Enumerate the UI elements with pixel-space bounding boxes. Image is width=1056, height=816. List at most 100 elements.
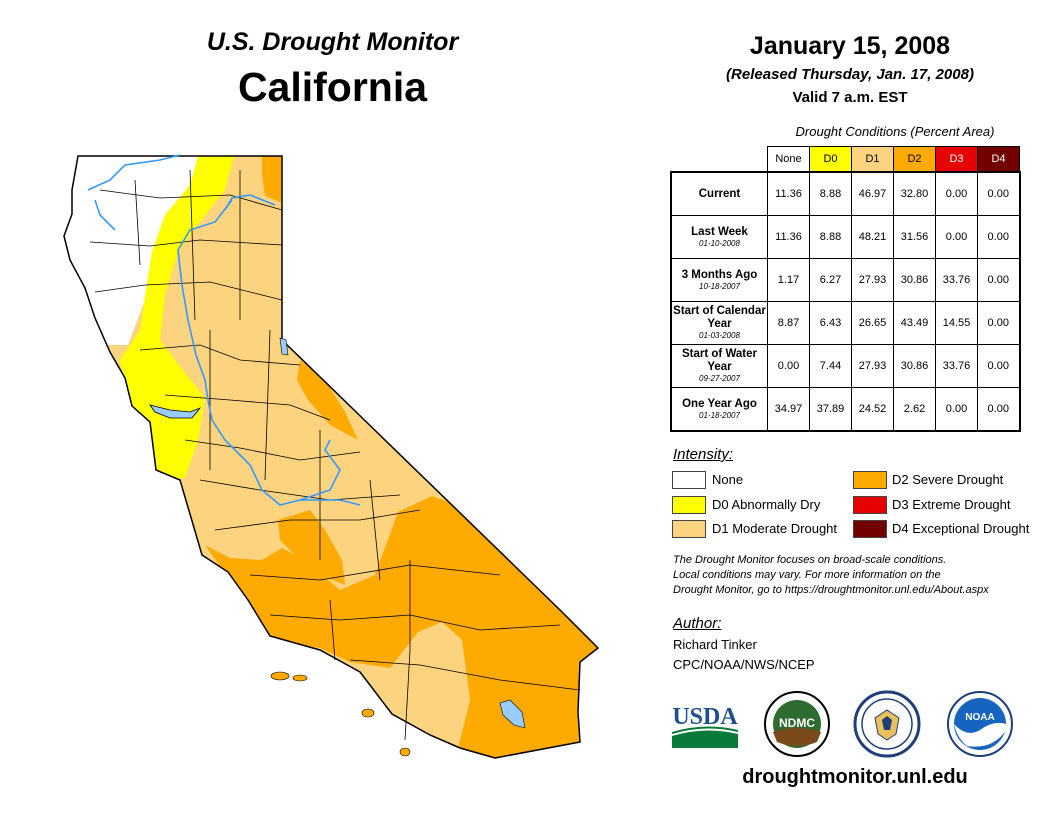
note-line: Drought Monitor, go to https://droughtmo… xyxy=(673,584,989,596)
row-date: 01-10-2008 xyxy=(699,238,740,248)
author-organization: CPC/NOAA/NWS/NCEP xyxy=(673,657,815,672)
col-header-none: None xyxy=(767,146,810,173)
legend-swatch-d0 xyxy=(672,496,706,514)
cell-none: 1.17 xyxy=(767,258,810,302)
cell-d4: 0.00 xyxy=(977,215,1020,259)
cell-none: 34.97 xyxy=(767,387,810,432)
cell-d4: 0.00 xyxy=(977,301,1020,345)
cell-d2: 2.62 xyxy=(893,387,936,432)
cell-d1: 48.21 xyxy=(851,215,894,259)
table-row: 3 Months Ago 10-18-2007 1.17 6.27 27.93 3… xyxy=(670,258,1020,302)
channel-islands xyxy=(270,671,411,757)
cell-d3: 33.76 xyxy=(935,344,978,388)
row-label: One Year Ago 01-18-2007 xyxy=(670,387,768,432)
state-title: California xyxy=(237,64,428,110)
cell-d1: 26.65 xyxy=(851,301,894,345)
noaa-logo-text: NOAA xyxy=(965,712,994,723)
row-date: 10-18-2007 xyxy=(699,281,740,291)
note-line: Local conditions may vary. For more info… xyxy=(673,569,941,581)
cell-d3: 0.00 xyxy=(935,215,978,259)
col-header-d4: D4 xyxy=(977,146,1020,173)
usda-logo-text: USDA xyxy=(672,704,738,730)
legend-swatch-d1 xyxy=(672,520,706,538)
drought-conditions-table: None D0 D1 D2 D3 D4 Current 11.36 8.88 4… xyxy=(670,146,1021,432)
ndmc-logo-text: NDMC xyxy=(779,716,815,730)
disclaimer-note: The Drought Monitor focuses on broad-sca… xyxy=(673,553,1043,598)
cell-none: 0.00 xyxy=(767,344,810,388)
cell-d3: 33.76 xyxy=(935,258,978,302)
d2-region-central xyxy=(278,510,345,585)
cell-d1: 27.93 xyxy=(851,258,894,302)
product-title: U.S. Drought Monitor xyxy=(206,28,459,56)
legend-swatch-none xyxy=(672,471,706,489)
cell-d1: 27.93 xyxy=(851,344,894,388)
table-header-row: None D0 D1 D2 D3 D4 xyxy=(671,146,1020,173)
usda-logo: USDA xyxy=(671,704,738,748)
table-row: Last Week 01-10-2008 11.36 8.88 48.21 31.… xyxy=(670,215,1020,259)
noaa-logo: NOAA xyxy=(947,691,1013,757)
col-header-d1: D1 xyxy=(851,146,894,173)
cell-d0: 7.44 xyxy=(809,344,852,388)
website-url[interactable]: droughtmonitor.unl.edu xyxy=(742,766,968,788)
release-date: (Released Thursday, Jan. 17, 2008) xyxy=(726,66,974,83)
california-drought-map xyxy=(63,154,600,759)
row-date: 01-03-2008 xyxy=(699,331,740,340)
legend-swatch-d4 xyxy=(853,520,887,538)
legend-label-d4: D4 Exceptional Drought xyxy=(892,521,1030,536)
salton-sea xyxy=(499,699,526,729)
cell-d2: 43.49 xyxy=(893,301,936,345)
map-date: January 15, 2008 xyxy=(749,32,951,60)
cell-d4: 0.00 xyxy=(977,258,1020,302)
cell-d3: 0.00 xyxy=(935,387,978,432)
table-row: Start of Calendar Year 01-03-2008 8.87 6.… xyxy=(670,301,1020,345)
row-date: 09-27-2007 xyxy=(699,374,740,383)
row-label: Start of Calendar Year 01-03-2008 xyxy=(670,301,768,345)
valid-time: Valid 7 a.m. EST xyxy=(792,89,908,106)
legend-label-d0: D0 Abnormally Dry xyxy=(712,497,821,512)
cell-d2: 30.86 xyxy=(893,258,936,302)
legend-label-d1: D1 Moderate Drought xyxy=(712,521,838,536)
cell-d0: 6.43 xyxy=(809,301,852,345)
cell-d2: 32.80 xyxy=(893,171,936,216)
cell-d1: 46.97 xyxy=(851,171,894,216)
d0-region xyxy=(120,156,236,478)
legend-label-none: None xyxy=(712,472,744,487)
legend-swatch-d3 xyxy=(853,496,887,514)
legend-swatch-d2 xyxy=(853,471,887,489)
san-francisco-bay xyxy=(149,404,202,419)
cell-d0: 8.88 xyxy=(809,171,852,216)
cell-d3: 14.55 xyxy=(935,301,978,345)
commerce-seal-logo xyxy=(853,690,921,758)
author-heading: Author: xyxy=(673,615,722,632)
col-header-d0: D0 xyxy=(809,146,852,173)
cell-none: 11.36 xyxy=(767,171,810,216)
cell-d2: 31.56 xyxy=(893,215,936,259)
legend-title: Intensity: xyxy=(673,446,734,463)
table-title: Drought Conditions (Percent Area) xyxy=(795,124,995,139)
cell-d4: 0.00 xyxy=(977,344,1020,388)
cell-d4: 0.00 xyxy=(977,387,1020,432)
county-boundaries xyxy=(89,169,581,741)
table-row: One Year Ago 01-18-2007 34.97 37.89 24.52… xyxy=(670,387,1020,432)
ndmc-logo: NDMC xyxy=(764,691,830,757)
legend-label-d3: D3 Extreme Drought xyxy=(892,497,1011,512)
cell-d2: 30.86 xyxy=(893,344,936,388)
row-label: 3 Months Ago 10-18-2007 xyxy=(670,258,768,302)
note-line: The Drought Monitor focuses on broad-sca… xyxy=(673,554,947,566)
cell-d0: 37.89 xyxy=(809,387,852,432)
legend-label-d2: D2 Severe Drought xyxy=(892,472,1004,487)
row-label: Last Week 01-10-2008 xyxy=(670,215,768,259)
state-outline xyxy=(63,155,600,759)
d1-region-mojave xyxy=(405,622,470,758)
rivers xyxy=(87,154,361,506)
lake-tahoe xyxy=(279,337,289,356)
cell-d1: 24.52 xyxy=(851,387,894,432)
cell-d4: 0.00 xyxy=(977,171,1020,216)
row-label: Current xyxy=(670,171,768,216)
cell-d0: 8.88 xyxy=(809,215,852,259)
row-date: 01-18-2007 xyxy=(699,410,740,420)
row-label: Start of Water Year 09-27-2007 xyxy=(670,344,768,388)
col-header-d3: D3 xyxy=(935,146,978,173)
d2-region-sierra xyxy=(297,360,358,440)
cell-none: 11.36 xyxy=(767,215,810,259)
